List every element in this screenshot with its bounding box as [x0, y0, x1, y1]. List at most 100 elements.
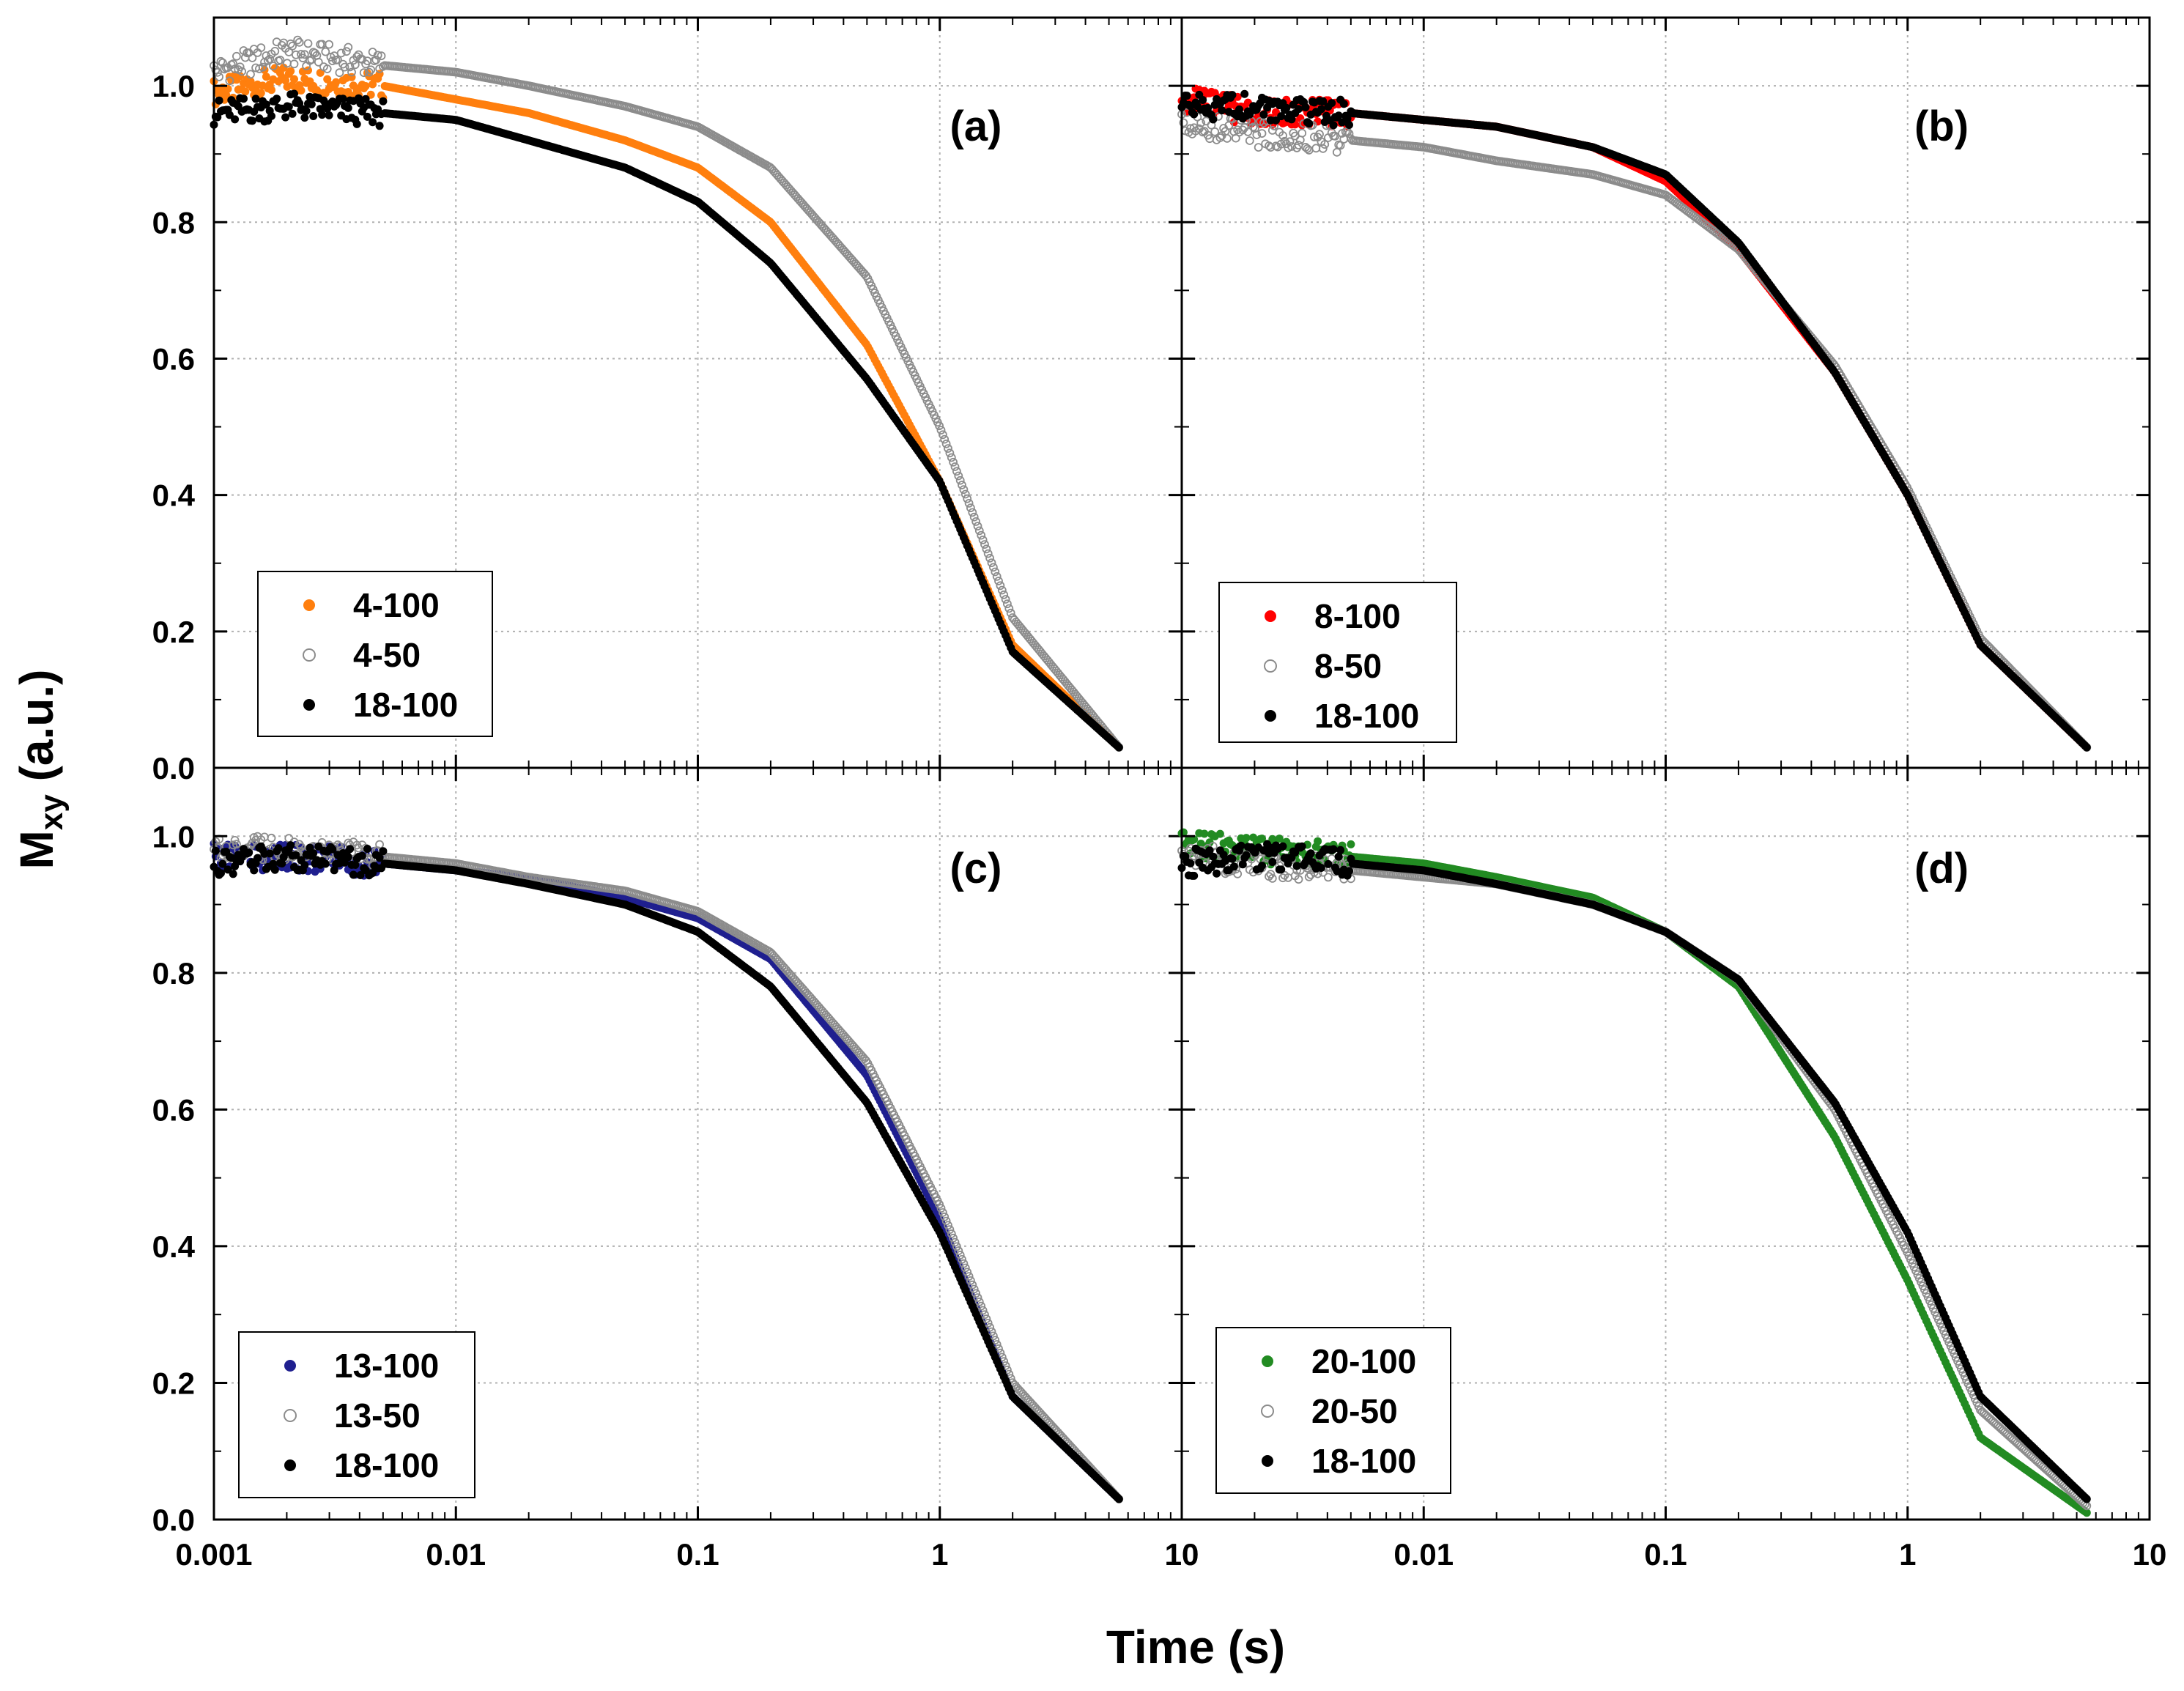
y-tick-label: 0.6	[152, 341, 195, 376]
data-point	[1001, 595, 1010, 604]
data-point	[1339, 100, 1348, 108]
data-point	[217, 869, 225, 878]
legend-marker	[1265, 710, 1276, 722]
data-point	[964, 499, 974, 508]
data-point	[959, 485, 969, 495]
data-point	[293, 35, 303, 45]
data-point	[290, 89, 298, 98]
data-point	[1004, 604, 1014, 613]
data-point	[286, 39, 295, 48]
data-point	[347, 67, 356, 77]
data-point	[963, 494, 972, 503]
data-point	[258, 62, 267, 72]
y-tick-label: 0.8	[152, 205, 195, 240]
data-point	[246, 77, 255, 86]
legend-marker	[303, 599, 315, 611]
data-point	[300, 861, 309, 870]
data-point	[245, 848, 253, 857]
data-point	[322, 64, 332, 73]
data-point	[268, 62, 278, 70]
data-point	[359, 68, 369, 78]
series-18-100	[210, 89, 1123, 752]
y-tick-label: 0.2	[152, 615, 195, 649]
legend-marker	[303, 699, 315, 711]
data-point	[297, 86, 306, 95]
data-point	[1114, 1495, 1123, 1503]
data-point	[256, 89, 265, 97]
data-point	[936, 426, 946, 434]
data-point	[250, 866, 259, 875]
data-point	[1301, 103, 1310, 111]
data-point	[955, 476, 965, 485]
data-point	[327, 56, 337, 65]
data-point	[950, 462, 960, 471]
data-point	[325, 40, 334, 49]
data-point	[997, 585, 1007, 595]
data-point	[253, 854, 262, 862]
legend-label: 18-100	[1314, 697, 1419, 735]
legend-label: 18-100	[353, 686, 458, 724]
data-point	[939, 430, 947, 440]
data-point	[346, 845, 355, 854]
data-point	[344, 103, 352, 112]
data-point	[371, 55, 381, 64]
data-point	[241, 87, 250, 96]
data-point	[1295, 105, 1303, 114]
data-point	[321, 859, 330, 868]
data-point	[379, 97, 388, 106]
data-point	[952, 467, 961, 476]
y-tick-label: 0.4	[152, 478, 196, 513]
data-point	[215, 73, 224, 81]
series-4-100	[210, 63, 1123, 752]
data-point	[232, 51, 241, 61]
data-point	[344, 853, 352, 862]
data-point	[944, 444, 952, 453]
data-point	[281, 76, 290, 85]
panel-label: (a)	[950, 103, 1002, 150]
legend-marker	[1265, 610, 1276, 622]
data-point	[270, 865, 279, 874]
data-point	[1228, 91, 1237, 100]
data-point	[274, 844, 283, 853]
data-point	[1282, 103, 1291, 112]
data-point	[945, 448, 955, 458]
data-point	[1006, 608, 1015, 618]
data-point	[332, 78, 341, 86]
data-point	[284, 103, 293, 111]
data-point	[314, 57, 323, 67]
data-point	[974, 526, 984, 536]
data-point	[966, 503, 975, 513]
data-point	[235, 62, 245, 72]
data-point	[1114, 743, 1123, 752]
data-point	[302, 106, 311, 115]
data-point	[1328, 99, 1336, 108]
data-point	[1190, 110, 1199, 119]
data-point	[333, 55, 342, 64]
data-point	[973, 522, 982, 530]
data-point	[935, 421, 944, 431]
data-point	[968, 508, 977, 517]
data-point	[270, 47, 280, 56]
data-point	[1329, 121, 1338, 130]
data-point	[996, 581, 1005, 591]
data-point	[291, 50, 300, 59]
data-point	[1317, 105, 1325, 114]
data-point	[960, 489, 970, 499]
data-point	[267, 86, 275, 95]
data-point	[295, 37, 304, 47]
data-point	[237, 67, 247, 76]
data-point	[969, 512, 979, 522]
data-point	[215, 96, 223, 105]
series-4-50	[210, 35, 1124, 752]
data-point	[1218, 106, 1226, 115]
data-point	[273, 95, 281, 103]
data-point	[229, 59, 238, 68]
data-point	[379, 847, 388, 856]
data-point	[262, 73, 270, 81]
data-point	[983, 549, 993, 558]
data-point	[977, 530, 986, 540]
data-point	[311, 48, 319, 58]
data-point	[286, 67, 295, 75]
